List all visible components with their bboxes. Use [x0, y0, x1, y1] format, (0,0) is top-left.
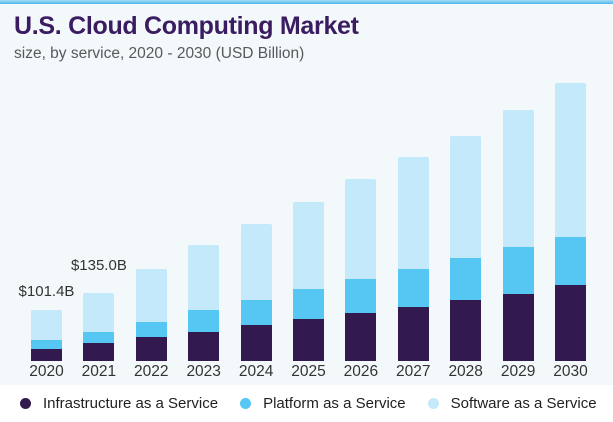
legend-item-iaas: Infrastructure as a Service: [20, 395, 218, 412]
x-axis-label-2030: 2030: [553, 363, 588, 380]
x-axis-label-2023: 2023: [186, 363, 221, 380]
bar-segment-paas-2021: [83, 332, 115, 343]
bar-segment-saas-2022: [135, 269, 167, 322]
legend-dot-saas: [427, 398, 439, 409]
bar-segment-saas-2023: [188, 245, 220, 310]
bar-segment-iaas-2025: [293, 319, 324, 361]
bar-segment-paas-2027: [397, 269, 429, 307]
bar-segment-paas-2023: [188, 310, 220, 332]
legend-label-paas: Platform as a Service: [263, 395, 406, 412]
chart-title: U.S. Cloud Computing Market: [14, 12, 359, 40]
legend: Infrastructure as a Service Platform as a…: [0, 385, 613, 422]
accent-top-border: [0, 0, 613, 4]
bar-segment-saas-2029: [502, 110, 534, 247]
x-axis-label-2027: 2027: [396, 363, 431, 380]
bar-segment-iaas-2030: [555, 285, 586, 361]
bar-segment-iaas-2024: [240, 325, 272, 361]
bar-segment-saas-2026: [345, 179, 377, 279]
x-axis-label-2029: 2029: [500, 363, 536, 380]
bar-segment-paas-2029: [502, 247, 534, 294]
bar-segment-iaas-2023: [188, 332, 220, 361]
legend-item-paas: Platform as a Service: [240, 395, 406, 412]
x-axis-label-2025: 2025: [291, 363, 326, 380]
value-annotation-2021: $135.0B: [70, 257, 127, 274]
legend-item-saas: Software as a Service: [427, 395, 597, 412]
x-axis-label-2022: 2022: [134, 363, 169, 380]
bar-segment-paas-2028: [450, 258, 482, 300]
bar-segment-iaas-2028: [450, 300, 482, 361]
x-axis-label-2024: 2024: [238, 363, 274, 380]
bar-segment-saas-2028: [450, 136, 482, 258]
value-annotation-2020: $101.4B: [18, 283, 75, 300]
bar-segment-saas-2021: [83, 293, 115, 332]
bar-segment-iaas-2027: [397, 307, 429, 361]
x-axis-label-2021: 2021: [81, 363, 117, 380]
legend-label-saas: Software as a Service: [450, 395, 597, 412]
bar-segment-paas-2025: [293, 289, 324, 319]
legend-label-iaas: Infrastructure as a Service: [43, 395, 219, 412]
bar-segment-saas-2030: [555, 83, 586, 237]
chart-header: U.S. Cloud Computing Market size, by ser…: [14, 12, 359, 63]
x-axis-label-2028: 2028: [448, 363, 483, 380]
bar-segment-saas-2020: [31, 310, 62, 340]
bar-segment-iaas-2021: [83, 343, 115, 361]
chart-subtitle: size, by service, 2020 - 2030 (USD Billi…: [14, 44, 305, 62]
x-axis-label-2026: 2026: [343, 363, 379, 380]
bar-segment-paas-2026: [345, 279, 377, 313]
bar-segment-saas-2025: [293, 202, 324, 289]
bar-segment-paas-2020: [31, 340, 62, 349]
bar-segment-iaas-2026: [345, 313, 377, 361]
x-axis-label-2020: 2020: [29, 363, 64, 380]
bar-segment-saas-2024: [240, 224, 272, 300]
bar-segment-iaas-2029: [502, 294, 534, 361]
bar-segment-iaas-2022: [135, 337, 167, 361]
legend-dot-iaas: [20, 398, 31, 409]
bar-segment-iaas-2020: [31, 349, 62, 361]
bar-segment-paas-2022: [135, 322, 167, 337]
bar-segment-saas-2027: [397, 157, 429, 269]
bar-segment-paas-2030: [555, 237, 586, 285]
legend-dot-paas: [240, 398, 252, 409]
bar-segment-paas-2024: [240, 300, 272, 325]
